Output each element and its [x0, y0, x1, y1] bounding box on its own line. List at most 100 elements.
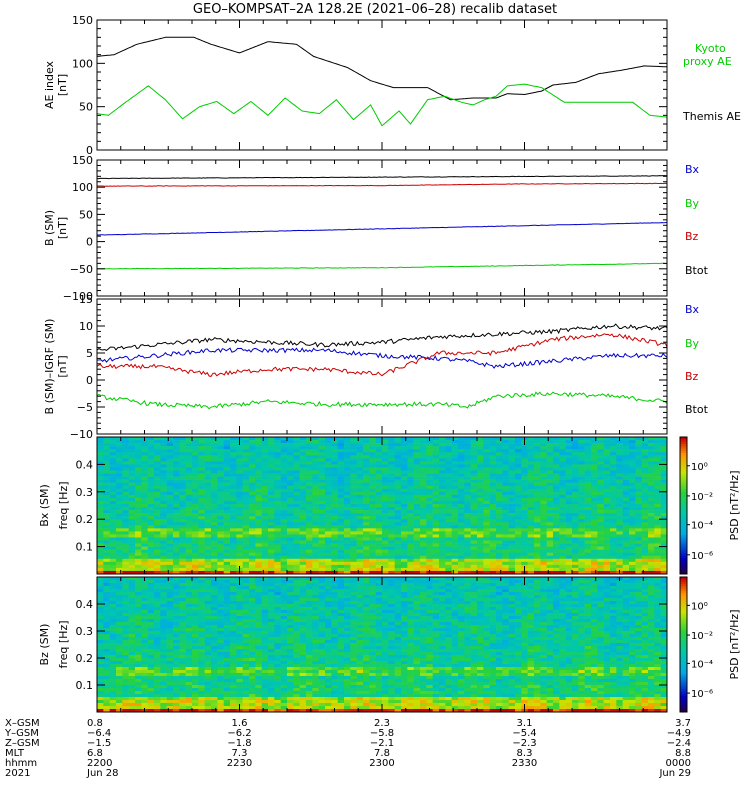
spectrogram-cell — [439, 452, 446, 456]
spectrogram-cell — [394, 513, 402, 517]
spectrogram-cell — [578, 543, 585, 547]
spectrogram-cell — [578, 589, 585, 593]
spectrogram-cell — [451, 525, 459, 529]
spectrogram-cell — [477, 446, 484, 450]
spectrogram-cell — [331, 531, 338, 535]
spectrogram-cell — [337, 479, 345, 483]
spectrogram-cell — [515, 570, 522, 575]
spectrogram-cell — [451, 479, 459, 483]
spectrogram-cell — [185, 525, 193, 529]
spectrogram-cell — [356, 467, 364, 471]
spectrogram-cell — [287, 513, 294, 517]
spectrogram-cell — [122, 528, 129, 532]
spectrogram-cell — [502, 491, 509, 496]
spectrogram-cell — [572, 564, 579, 569]
spectrogram-cell — [185, 476, 193, 480]
spectrogram-cell — [559, 534, 566, 538]
spectrogram-cell — [616, 491, 623, 496]
spectrogram-cell — [534, 510, 541, 514]
spectrogram-cell — [635, 543, 642, 547]
spectrogram-cell — [445, 491, 452, 496]
spectrogram-cell — [268, 522, 275, 526]
spectrogram-cell — [502, 464, 509, 468]
spectrogram-cell — [597, 507, 604, 511]
spectrogram-cell — [616, 482, 623, 487]
spectrogram-cell — [312, 452, 319, 456]
spectrogram-cell — [527, 500, 535, 505]
spectrogram-cell — [236, 473, 243, 477]
spectrogram-cell — [635, 494, 642, 499]
spectrogram-cell — [413, 552, 421, 557]
spectrogram-cell — [109, 440, 117, 444]
spectrogram-cell — [363, 537, 370, 541]
spectrogram-cell — [401, 570, 408, 575]
spectrogram-cell — [508, 464, 516, 468]
spectrogram-cell — [489, 519, 497, 523]
spectrogram-cell — [546, 497, 554, 502]
spectrogram-cell — [128, 564, 136, 569]
spectrogram-cell — [508, 516, 516, 520]
spectrogram-cell — [610, 455, 617, 459]
spectrogram-cell — [635, 564, 642, 569]
y-axis-label: Bx (SM) — [38, 484, 51, 527]
spectrogram-cell — [426, 531, 433, 535]
spectrogram-cell — [141, 476, 148, 480]
spectrogram-cell — [198, 531, 205, 535]
spectrogram-cell — [255, 540, 262, 544]
spectrogram-cell — [211, 570, 218, 575]
spectrogram-cell — [445, 528, 452, 532]
spectrogram-cell — [502, 482, 509, 487]
spectrogram-cell — [477, 564, 484, 569]
spectrogram-cell — [515, 546, 522, 550]
spectrogram-cell — [255, 446, 262, 450]
spectrogram-cell — [420, 485, 427, 490]
spectrogram-cell — [496, 473, 503, 477]
spectrogram-cell — [97, 455, 104, 459]
spectrogram-cell — [641, 558, 649, 563]
spectrogram-cell — [318, 549, 326, 553]
spectrogram-cell — [230, 491, 237, 496]
spectrogram-cell — [128, 543, 136, 547]
spectrogram-cell — [521, 473, 528, 477]
spectrogram-cell — [128, 586, 136, 590]
spectrogram-cell — [242, 470, 250, 474]
spectrogram-cell — [141, 564, 148, 569]
spectrogram-cell — [274, 497, 281, 502]
spectrogram-cell — [312, 491, 319, 496]
spectrogram-cell — [109, 473, 117, 477]
spectrogram-cell — [192, 458, 199, 462]
spectrogram-cell — [591, 510, 598, 514]
spectrogram-cell — [572, 522, 579, 526]
spectrogram-cell — [546, 500, 554, 505]
spectrogram-cell — [451, 564, 459, 569]
spectrogram-cell — [217, 567, 224, 572]
spectrogram-cell — [534, 543, 541, 547]
spectrogram-cell — [223, 558, 231, 563]
spectrogram-cell — [407, 525, 414, 529]
spectrogram-cell — [616, 543, 623, 547]
spectrogram-cell — [375, 519, 383, 523]
spectrogram-cell — [572, 507, 579, 511]
spectrogram-cell — [274, 446, 281, 450]
spectrogram-cell — [553, 549, 560, 553]
spectrogram-cell — [318, 564, 326, 569]
y-tick-label: 100 — [72, 181, 93, 194]
spectrogram-cell — [280, 540, 288, 544]
spectrogram-cell — [255, 507, 262, 511]
spectrogram-cell — [413, 555, 421, 560]
spectrogram-cell — [236, 449, 243, 453]
spectrogram-cell — [242, 522, 250, 526]
spectrogram-cell — [280, 494, 288, 499]
spectrogram-cell — [635, 552, 642, 557]
spectrogram-cell — [591, 549, 598, 553]
spectrogram-cell — [350, 491, 357, 496]
spectrogram-cell — [394, 564, 402, 569]
spectrogram-cell — [192, 534, 199, 538]
y-axis-unit: [nT] — [56, 355, 69, 377]
spectrogram-cell — [350, 558, 357, 563]
spectrogram-cell — [350, 464, 357, 468]
spectrogram-cell — [223, 519, 231, 523]
spectrogram-cell — [274, 549, 281, 553]
spectrogram-cell — [534, 583, 541, 587]
spectrogram-cell — [160, 503, 167, 508]
